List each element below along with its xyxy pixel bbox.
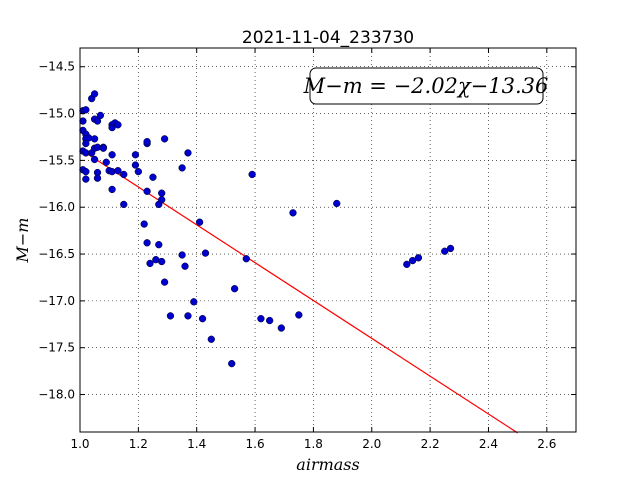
data-point bbox=[158, 189, 166, 197]
data-point bbox=[120, 170, 128, 179]
data-point bbox=[93, 117, 102, 125]
data-point bbox=[143, 239, 151, 247]
x-tick-label: 2.0 bbox=[362, 437, 381, 451]
data-point bbox=[160, 278, 169, 286]
fit-equation-label: M−m = −2.02χ−13.36 bbox=[303, 74, 549, 98]
x-tick-label: 1.4 bbox=[187, 437, 206, 451]
grid bbox=[80, 48, 576, 432]
data-point bbox=[166, 312, 175, 320]
data-point bbox=[289, 209, 297, 217]
data-point bbox=[90, 155, 99, 164]
plot-frame bbox=[79, 47, 577, 433]
y-tick-label: −17.0 bbox=[38, 294, 75, 308]
data-point bbox=[82, 106, 90, 114]
x-tick-label: 1.2 bbox=[129, 437, 148, 451]
data-point bbox=[265, 316, 274, 325]
y-tick-label: −16.5 bbox=[38, 247, 75, 261]
y-tick-label: −15.0 bbox=[38, 107, 75, 121]
data-point bbox=[143, 138, 151, 146]
data-point bbox=[242, 255, 250, 263]
data-point bbox=[198, 315, 207, 323]
y-tick-label: −17.5 bbox=[38, 341, 75, 355]
x-axis-label: airmass bbox=[296, 455, 359, 474]
data-point bbox=[257, 315, 265, 323]
data-point bbox=[114, 167, 122, 175]
data-point bbox=[403, 260, 411, 269]
data-point bbox=[184, 149, 192, 157]
data-point bbox=[114, 121, 122, 129]
data-point bbox=[140, 220, 148, 228]
x-tick-label: 1.0 bbox=[70, 437, 89, 451]
fit-line-layer bbox=[79, 148, 518, 434]
data-point bbox=[120, 200, 128, 209]
data-point bbox=[333, 199, 341, 208]
fit-legend: M−m = −2.02χ−13.36 bbox=[303, 67, 549, 105]
data-point bbox=[158, 257, 166, 266]
y-tick-label: −15.5 bbox=[38, 153, 75, 167]
data-point bbox=[108, 151, 116, 159]
data-point bbox=[102, 158, 110, 166]
fit-line bbox=[79, 148, 518, 434]
data-point bbox=[99, 144, 107, 152]
y-tick-label: −16.0 bbox=[38, 200, 75, 214]
data-point bbox=[79, 117, 87, 125]
data-point bbox=[184, 312, 192, 320]
data-point bbox=[277, 324, 285, 332]
data-point bbox=[160, 135, 169, 143]
data-point bbox=[446, 244, 455, 253]
data-point bbox=[201, 249, 210, 257]
data-point bbox=[207, 335, 215, 343]
data-point bbox=[82, 139, 90, 148]
data-point bbox=[96, 111, 105, 120]
data-point bbox=[93, 174, 102, 182]
tick-labels: 1.0 1.2 1.4 1.6 1.8 2.0 2.2 2.4 2.6 −14.5 −15.0 −15… bbox=[38, 60, 556, 451]
data-point bbox=[230, 285, 239, 293]
data-point bbox=[190, 298, 198, 306]
data-point bbox=[90, 90, 99, 98]
x-tick-label: 2.2 bbox=[421, 437, 440, 451]
x-tick-label: 1.6 bbox=[246, 437, 265, 451]
data-point bbox=[408, 256, 417, 265]
axis-ticks bbox=[79, 48, 576, 432]
y-tick-label: −14.5 bbox=[38, 60, 75, 74]
data-point bbox=[414, 254, 423, 262]
x-tick-label: 2.6 bbox=[537, 437, 556, 451]
data-points bbox=[79, 90, 455, 368]
data-point bbox=[82, 167, 90, 176]
x-tick-label: 2.4 bbox=[479, 437, 498, 451]
data-point bbox=[178, 251, 186, 259]
y-axis-label: M−m bbox=[13, 218, 32, 264]
fit-legend-box bbox=[309, 67, 544, 105]
data-point bbox=[143, 187, 151, 195]
data-point bbox=[108, 185, 116, 194]
data-point bbox=[228, 359, 236, 368]
data-point bbox=[178, 164, 186, 172]
x-tick-label: 1.8 bbox=[304, 437, 323, 451]
data-point bbox=[195, 218, 204, 226]
data-point bbox=[82, 175, 90, 183]
data-point bbox=[131, 151, 140, 159]
data-point bbox=[149, 173, 157, 181]
data-point bbox=[441, 247, 449, 255]
data-point bbox=[131, 161, 140, 169]
data-point bbox=[181, 262, 189, 270]
chart-title: 2021-11-04_233730 bbox=[242, 28, 414, 48]
data-point bbox=[90, 135, 99, 143]
data-point bbox=[146, 259, 154, 268]
data-point bbox=[155, 241, 163, 249]
data-point bbox=[295, 311, 303, 319]
data-point bbox=[158, 196, 166, 204]
data-point bbox=[248, 170, 256, 179]
y-tick-label: −18.0 bbox=[38, 388, 75, 402]
data-point bbox=[134, 167, 143, 176]
